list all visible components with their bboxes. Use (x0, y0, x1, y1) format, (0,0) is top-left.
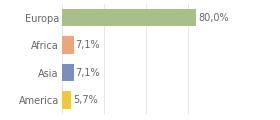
Bar (62, 9, 196, 27)
Text: 80,0%: 80,0% (198, 13, 229, 23)
Text: 7,1%: 7,1% (76, 68, 100, 78)
Bar (62, 36, 74, 54)
Text: 5,7%: 5,7% (73, 95, 98, 105)
Bar (62, 64, 74, 81)
Bar (62, 91, 71, 109)
Text: 7,1%: 7,1% (76, 40, 100, 50)
